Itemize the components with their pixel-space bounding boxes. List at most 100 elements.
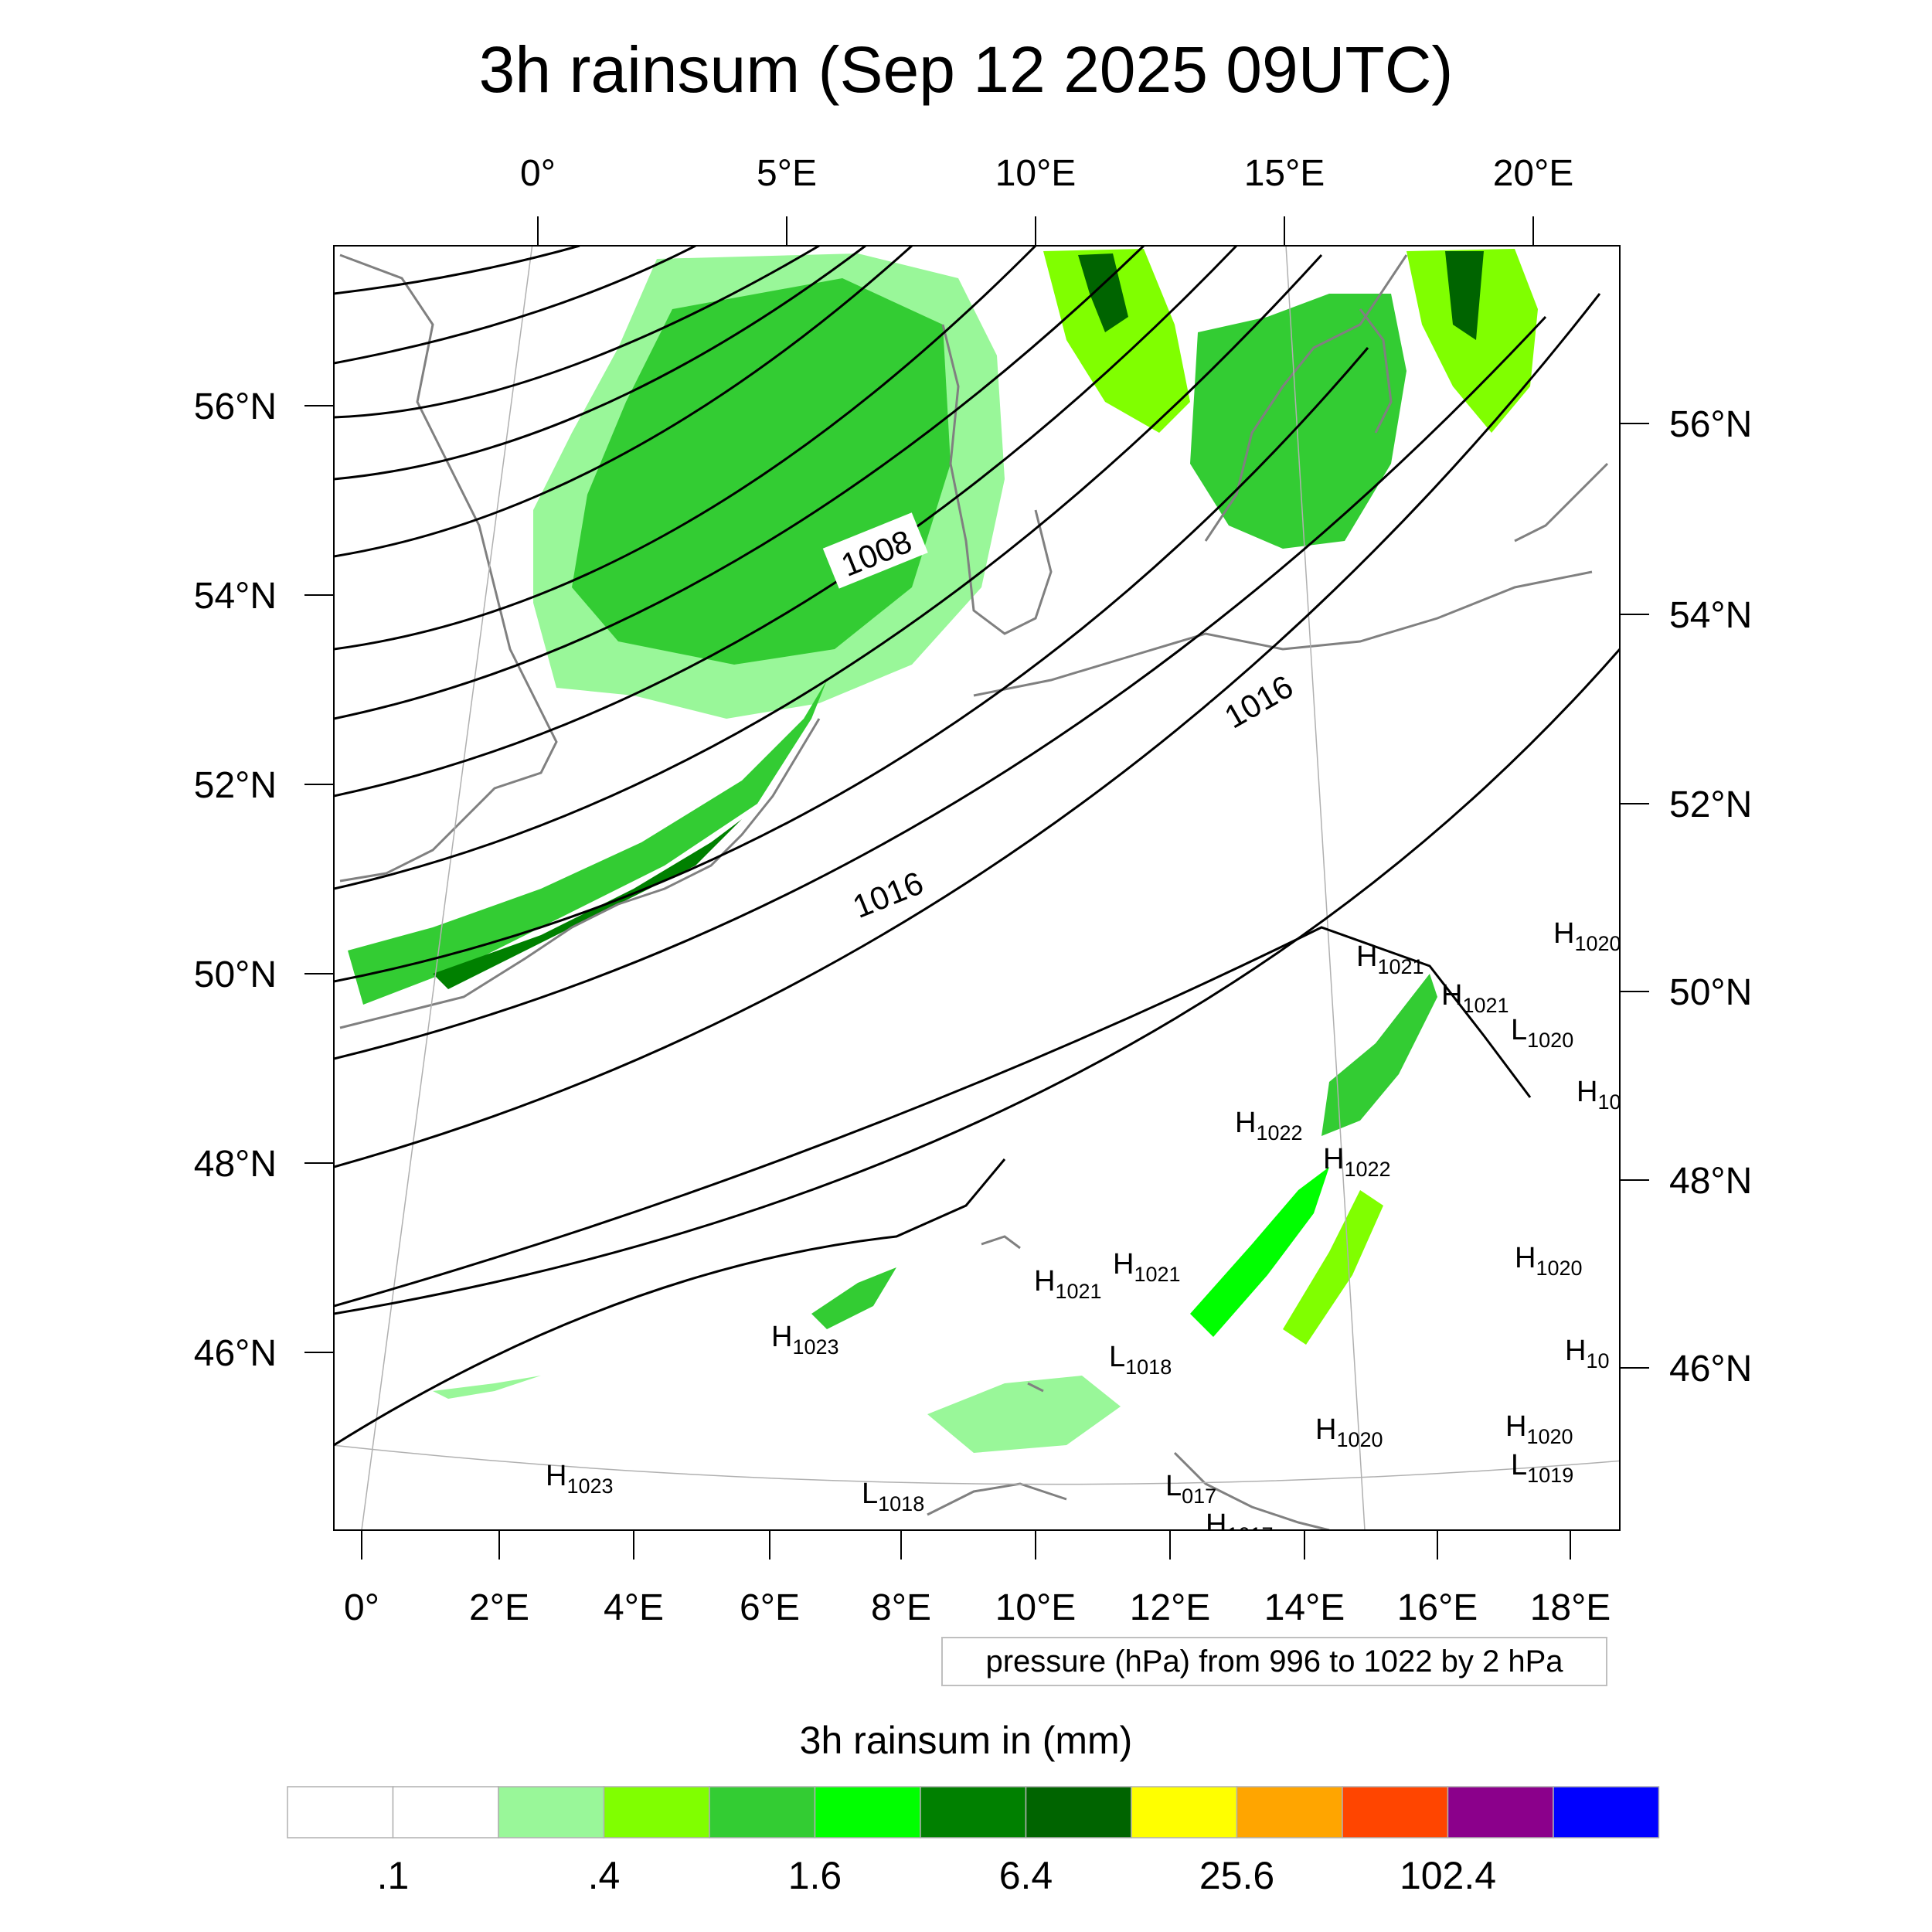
pressure-center: H1020 bbox=[1553, 917, 1621, 955]
rain-area-baltic bbox=[1190, 294, 1406, 549]
left-lat-label: 46°N bbox=[194, 1333, 277, 1374]
pressure-center: H10 bbox=[1577, 1076, 1621, 1114]
pressure-contours bbox=[334, 246, 1620, 1447]
pressure-center-labels: H1021 H1020 H1021 L1020 H10 H1022 H1022 … bbox=[546, 917, 1621, 1530]
colorbar-swatch bbox=[498, 1786, 605, 1838]
rain-band-alps-2 bbox=[1190, 1167, 1329, 1337]
pressure-center: H1020 bbox=[1315, 1413, 1383, 1451]
rain-band-alps-1 bbox=[1321, 974, 1437, 1136]
bottom-lon-label: 18°E bbox=[1530, 1587, 1611, 1628]
colorbar-swatch bbox=[1342, 1786, 1449, 1838]
coastline-sweden bbox=[1204, 254, 1408, 542]
right-lat-label: 56°N bbox=[1669, 404, 1752, 445]
left-lat-label: 56°N bbox=[194, 386, 277, 427]
pressure-center: H1022 bbox=[1235, 1107, 1303, 1145]
isobar bbox=[334, 246, 913, 558]
bottom-lon-label: 4°E bbox=[604, 1587, 664, 1628]
rain-area-swiss bbox=[811, 1267, 896, 1329]
pressure-center: H1021 bbox=[1356, 940, 1424, 978]
coastline-adriatic bbox=[1173, 1451, 1330, 1530]
isobar bbox=[334, 246, 820, 419]
colorbar-swatch bbox=[603, 1786, 710, 1838]
pressure-center: L1018 bbox=[862, 1478, 924, 1515]
colorbar-swatch bbox=[1236, 1786, 1343, 1838]
coastline-gotland bbox=[1359, 308, 1393, 434]
colorbar-tick-label: 1.6 bbox=[788, 1854, 842, 1897]
isobar bbox=[334, 347, 1369, 983]
rain-area-sweden bbox=[1406, 249, 1538, 433]
pressure-center: L1019 bbox=[1511, 1449, 1573, 1487]
colorbar-swatch bbox=[920, 1786, 1027, 1838]
isobar bbox=[334, 293, 1601, 1168]
map-content: H1021 H1020 H1021 L1020 H10 H1022 H1022 … bbox=[334, 246, 1621, 1530]
left-lat-label: 50°N bbox=[194, 954, 277, 995]
map-title: 3h rainsum (Sep 12 2025 09UTC) bbox=[478, 33, 1454, 106]
colorbar-tick-label: 6.4 bbox=[999, 1854, 1053, 1897]
pressure-center: H10 bbox=[1565, 1335, 1610, 1372]
colorbar-swatch bbox=[1447, 1786, 1554, 1838]
coastline-baltic-south bbox=[973, 570, 1593, 697]
top-lon-label: 10°E bbox=[995, 153, 1077, 194]
top-lon-label: 5°E bbox=[757, 153, 817, 194]
pressure-center: H1021 bbox=[1113, 1248, 1181, 1286]
isobar bbox=[334, 926, 1532, 1308]
pressure-center: H1022 bbox=[1323, 1143, 1391, 1181]
colorbar-tick-label: .1 bbox=[377, 1854, 410, 1897]
rain-band-alps-3 bbox=[1283, 1190, 1383, 1345]
isobar bbox=[334, 315, 1547, 1060]
isobar bbox=[334, 246, 866, 481]
right-lat-label: 48°N bbox=[1669, 1161, 1752, 1202]
isobar bbox=[334, 648, 1620, 1315]
colorbar bbox=[287, 1786, 1660, 1838]
rain-band-channel bbox=[348, 680, 827, 1005]
colorbar-swatch bbox=[814, 1786, 921, 1838]
map-frame bbox=[333, 245, 1621, 1531]
rain-streak-west bbox=[433, 1376, 541, 1399]
isobar bbox=[334, 246, 1037, 651]
pressure-center: L017 bbox=[1165, 1470, 1216, 1508]
coastline-channel-south bbox=[339, 718, 821, 1029]
rain-area-north-italy bbox=[927, 1376, 1121, 1453]
coastline-uk-east bbox=[339, 253, 558, 883]
pressure-center: H1020 bbox=[1505, 1410, 1573, 1448]
pressure-center: L1018 bbox=[1109, 1341, 1172, 1379]
pressure-center: H1020 bbox=[1515, 1242, 1583, 1280]
bottom-lon-label: 6°E bbox=[740, 1587, 800, 1628]
isobar bbox=[334, 246, 696, 365]
colorbar-swatch bbox=[1553, 1786, 1660, 1838]
rain-area-sweden-core bbox=[1445, 251, 1484, 340]
isobar bbox=[334, 246, 580, 295]
precipitation-shading bbox=[348, 249, 1538, 1453]
coastlines bbox=[339, 253, 1609, 1530]
bottom-lon-label: 16°E bbox=[1397, 1587, 1478, 1628]
colorbar-swatch bbox=[392, 1786, 499, 1838]
graticule bbox=[334, 246, 1620, 1530]
tick-marks bbox=[304, 216, 1649, 1560]
bottom-lon-label: 2°E bbox=[469, 1587, 529, 1628]
left-lat-label: 48°N bbox=[194, 1144, 277, 1185]
axis-labels: 0° 5°E 10°E 15°E 20°E 0° 2°E 4°E 6°E 8°E… bbox=[194, 153, 1753, 1628]
isobar bbox=[334, 246, 1145, 720]
coastline-ligurian bbox=[927, 1482, 1067, 1516]
top-lon-label: 20°E bbox=[1493, 153, 1574, 194]
isobar bbox=[334, 246, 1238, 798]
isobar bbox=[334, 253, 1323, 890]
top-lon-label: 15°E bbox=[1244, 153, 1325, 194]
right-lat-label: 54°N bbox=[1669, 595, 1752, 636]
pressure-center: H1023 bbox=[771, 1321, 839, 1359]
coastline-baltic-east bbox=[1514, 462, 1609, 543]
colorbar-swatch bbox=[1131, 1786, 1238, 1838]
bottom-lon-label: 10°E bbox=[995, 1587, 1077, 1628]
lake-garda bbox=[1027, 1382, 1044, 1393]
bottom-lon-label: 12°E bbox=[1130, 1587, 1211, 1628]
pressure-center: L1020 bbox=[1511, 1014, 1573, 1052]
isobar bbox=[334, 1158, 1006, 1447]
colorbar-labels: .1 .4 1.6 6.4 25.6 102.4 bbox=[377, 1854, 1496, 1897]
pressure-center: H1021 bbox=[1034, 1265, 1102, 1303]
bottom-lon-label: 14°E bbox=[1264, 1587, 1345, 1628]
colorbar-tick-label: .4 bbox=[588, 1854, 621, 1897]
right-lat-label: 46°N bbox=[1669, 1349, 1752, 1389]
colorbar-title: 3h rainsum in (mm) bbox=[799, 1719, 1133, 1762]
coastline-denmark bbox=[941, 324, 1053, 635]
right-lat-label: 52°N bbox=[1669, 784, 1752, 825]
